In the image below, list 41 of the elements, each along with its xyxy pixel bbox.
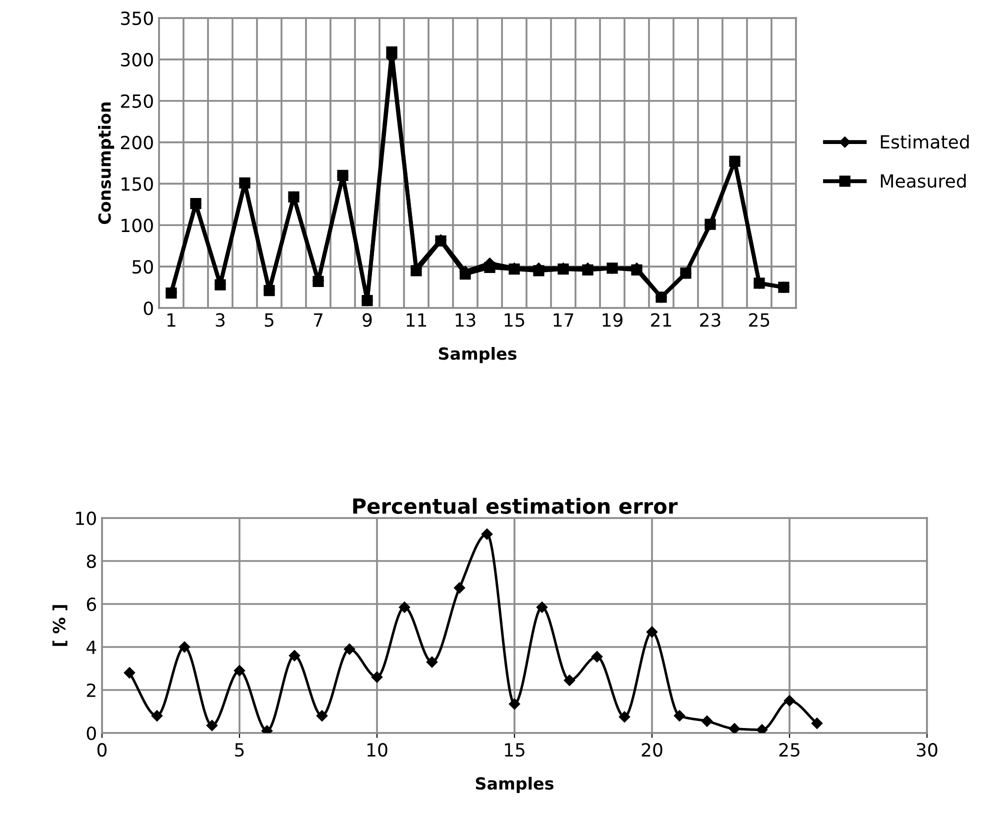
x-axis-title: Samples bbox=[438, 347, 516, 364]
y-tick-label: 0 bbox=[86, 726, 96, 740]
y-tick-label: 350 bbox=[121, 11, 153, 26]
x-tick-label: 25 bbox=[749, 313, 770, 327]
x-axis-title: Samples bbox=[476, 776, 554, 793]
y-tick-label: 10 bbox=[76, 511, 96, 526]
y-axis-title: [ % ] bbox=[52, 605, 68, 646]
y-tick-label: 50 bbox=[132, 260, 153, 274]
x-tick-label: 23 bbox=[700, 313, 720, 327]
x-tick-label: 13 bbox=[456, 313, 476, 327]
x-tick-label: 9 bbox=[362, 313, 372, 327]
x-tick-label: 3 bbox=[216, 313, 225, 327]
y-tick-label: 4 bbox=[86, 640, 96, 654]
y-tick-label: 6 bbox=[86, 597, 96, 612]
y-tick-label: 0 bbox=[144, 301, 153, 316]
x-tick-label: 30 bbox=[916, 743, 938, 757]
x-tick-label: 10 bbox=[367, 743, 388, 757]
x-tick-label: 20 bbox=[642, 743, 662, 757]
y-tick-label: 100 bbox=[122, 218, 153, 232]
legend-label: Measured bbox=[880, 174, 966, 188]
x-tick-label: 1 bbox=[167, 313, 176, 327]
x-tick-label: 5 bbox=[235, 743, 244, 757]
y-tick-label: 150 bbox=[122, 177, 153, 191]
x-tick-label: 5 bbox=[264, 313, 274, 327]
y-axis-title: Consumption bbox=[98, 102, 114, 224]
y-tick-label: 2 bbox=[86, 683, 96, 697]
x-tick-label: 15 bbox=[504, 743, 524, 757]
x-tick-label: 17 bbox=[554, 313, 574, 327]
y-tick-label: 250 bbox=[121, 94, 153, 108]
x-tick-label: 19 bbox=[602, 313, 622, 327]
y-tick-label: 300 bbox=[121, 52, 153, 67]
x-tick-label: 7 bbox=[314, 313, 322, 327]
y-tick-label: 200 bbox=[121, 136, 153, 150]
x-tick-label: 15 bbox=[504, 313, 524, 327]
x-tick-label: 0 bbox=[97, 743, 107, 757]
legend-label: Estimated bbox=[880, 134, 969, 149]
x-tick-label: 11 bbox=[406, 313, 426, 327]
y-tick-label: 8 bbox=[86, 554, 96, 568]
x-tick-label: 21 bbox=[651, 313, 672, 327]
chart-title: Percentual estimation error bbox=[353, 498, 678, 514]
x-tick-label: 25 bbox=[779, 743, 800, 757]
